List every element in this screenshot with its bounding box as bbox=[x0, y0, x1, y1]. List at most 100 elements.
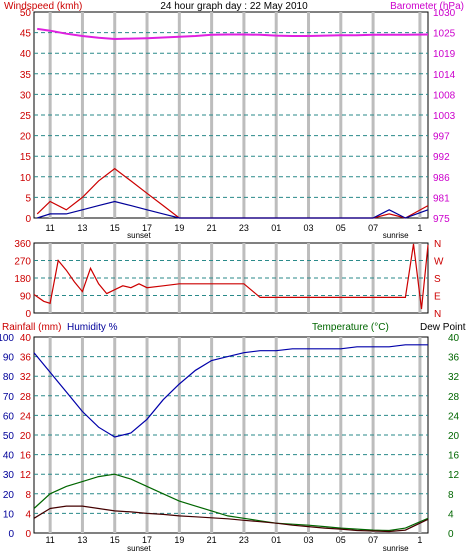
rain-tick: 40 bbox=[20, 333, 32, 344]
x-tick-label-bottom: 03 bbox=[304, 535, 314, 545]
humidity-tick: 30 bbox=[3, 470, 15, 481]
direction-tick: 180 bbox=[14, 274, 31, 285]
compass-tick: N bbox=[434, 239, 441, 250]
compass-tick: E bbox=[434, 292, 441, 303]
humidity-tick: 50 bbox=[3, 431, 15, 442]
rain-tick: 20 bbox=[20, 431, 32, 442]
baro-tick: 1030 bbox=[433, 8, 456, 19]
temp-tick: 36 bbox=[448, 353, 460, 364]
wind-tick: 45 bbox=[20, 29, 32, 40]
wind-tick: 5 bbox=[25, 193, 31, 204]
humidity-tick: 20 bbox=[3, 490, 15, 501]
x-tick-label: 03 bbox=[304, 223, 314, 233]
temp-tick: 32 bbox=[448, 372, 460, 383]
compass-tick: W bbox=[434, 257, 444, 268]
rain-tick: 28 bbox=[20, 392, 32, 403]
wind-tick: 0 bbox=[25, 214, 31, 225]
baro-tick: 1008 bbox=[433, 90, 456, 101]
wind-tick: 25 bbox=[20, 111, 32, 122]
wind-tick: 30 bbox=[20, 90, 32, 101]
rain-tick: 8 bbox=[25, 490, 31, 501]
x-tick-label: 05 bbox=[336, 223, 346, 233]
rain-tick: 16 bbox=[20, 451, 32, 462]
temperature-line bbox=[33, 473, 429, 532]
x-tick-label: 11 bbox=[45, 223, 54, 233]
baro-tick: 986 bbox=[433, 173, 450, 184]
rain-tick: 4 bbox=[25, 509, 31, 520]
x-tick-label: 17 bbox=[142, 223, 152, 233]
x-tick-label-bottom: 1 bbox=[417, 535, 422, 545]
x-tick-label: 23 bbox=[239, 223, 249, 233]
direction-tick: 360 bbox=[14, 239, 31, 250]
baro-tick: 1014 bbox=[433, 70, 456, 81]
barometer-line bbox=[37, 27, 429, 41]
humidity-tick: 0 bbox=[8, 529, 14, 540]
x-tick-label: 15 bbox=[110, 223, 120, 233]
center-title: 24 hour graph day : 22 May 2010 bbox=[160, 1, 308, 12]
x-tick-label-bottom: 17 bbox=[142, 535, 152, 545]
dewpoint-line bbox=[33, 505, 429, 533]
dew-label: Dew Point bbox=[420, 322, 466, 333]
sunrise-label: sunrise bbox=[383, 231, 409, 240]
humidity-label: Humidity % bbox=[67, 322, 118, 333]
x-tick-label: 1 bbox=[417, 223, 422, 233]
rain-label: Rainfall (mm) bbox=[2, 322, 61, 333]
humidity-tick: 70 bbox=[3, 392, 15, 403]
gust-line bbox=[37, 200, 429, 219]
x-tick-label-bottom: 11 bbox=[45, 535, 54, 545]
direction-tick: 90 bbox=[20, 292, 32, 303]
wind-tick: 15 bbox=[20, 152, 32, 163]
temp-tick: 8 bbox=[448, 490, 454, 501]
temp-tick: 16 bbox=[448, 451, 460, 462]
wind-tick: 10 bbox=[20, 173, 32, 184]
direction-line bbox=[33, 243, 429, 310]
temp-tick: 20 bbox=[448, 431, 460, 442]
humidity-tick: 10 bbox=[3, 509, 15, 520]
rain-tick: 0 bbox=[25, 529, 31, 540]
temp-label: Temperature (°C) bbox=[312, 322, 389, 333]
left-title: Windspeed (kmh) bbox=[4, 1, 82, 12]
x-tick-label-bottom: 05 bbox=[336, 535, 346, 545]
baro-tick: 997 bbox=[433, 132, 450, 143]
baro-tick: 1019 bbox=[433, 49, 456, 60]
x-tick-label: 19 bbox=[174, 223, 184, 233]
baro-tick: 981 bbox=[433, 193, 450, 204]
x-tick-label-bottom: 01 bbox=[271, 535, 281, 545]
baro-tick: 975 bbox=[433, 214, 450, 225]
x-tick-label-bottom: 23 bbox=[239, 535, 249, 545]
humidity-tick: 40 bbox=[3, 451, 15, 462]
temp-tick: 40 bbox=[448, 333, 460, 344]
wind-tick: 20 bbox=[20, 132, 32, 143]
sunrise-label-bottom: sunrise bbox=[383, 544, 409, 553]
humidity-line bbox=[33, 344, 428, 438]
x-tick-label-bottom: 13 bbox=[77, 535, 87, 545]
sunset-label-bottom: sunset bbox=[127, 544, 151, 553]
rain-tick: 32 bbox=[20, 372, 32, 383]
wind-tick: 35 bbox=[20, 70, 32, 81]
humidity-tick: 60 bbox=[3, 411, 15, 422]
rain-tick: 12 bbox=[20, 470, 32, 481]
humidity-tick: 90 bbox=[3, 353, 15, 364]
direction-tick: 0 bbox=[25, 309, 31, 320]
x-tick-label-bottom: 19 bbox=[174, 535, 184, 545]
temp-tick: 24 bbox=[448, 411, 460, 422]
x-tick-label-bottom: 07 bbox=[368, 535, 378, 545]
wind-tick: 40 bbox=[20, 49, 32, 60]
x-tick-label-bottom: 15 bbox=[110, 535, 120, 545]
baro-tick: 992 bbox=[433, 152, 450, 163]
x-tick-label: 01 bbox=[271, 223, 281, 233]
temp-tick: 0 bbox=[448, 529, 454, 540]
compass-tick: S bbox=[434, 274, 441, 285]
wind-tick: 50 bbox=[20, 8, 32, 19]
x-tick-label-bottom: 21 bbox=[207, 535, 217, 545]
sunset-label: sunset bbox=[127, 231, 151, 240]
baro-tick: 1003 bbox=[433, 111, 456, 122]
x-tick-label: 07 bbox=[368, 223, 378, 233]
humidity-tick: 80 bbox=[3, 372, 15, 383]
compass-tick: N bbox=[434, 309, 441, 320]
x-tick-label: 13 bbox=[77, 223, 87, 233]
temp-tick: 28 bbox=[448, 392, 460, 403]
right-title: Barometer (hPa) bbox=[390, 1, 464, 12]
